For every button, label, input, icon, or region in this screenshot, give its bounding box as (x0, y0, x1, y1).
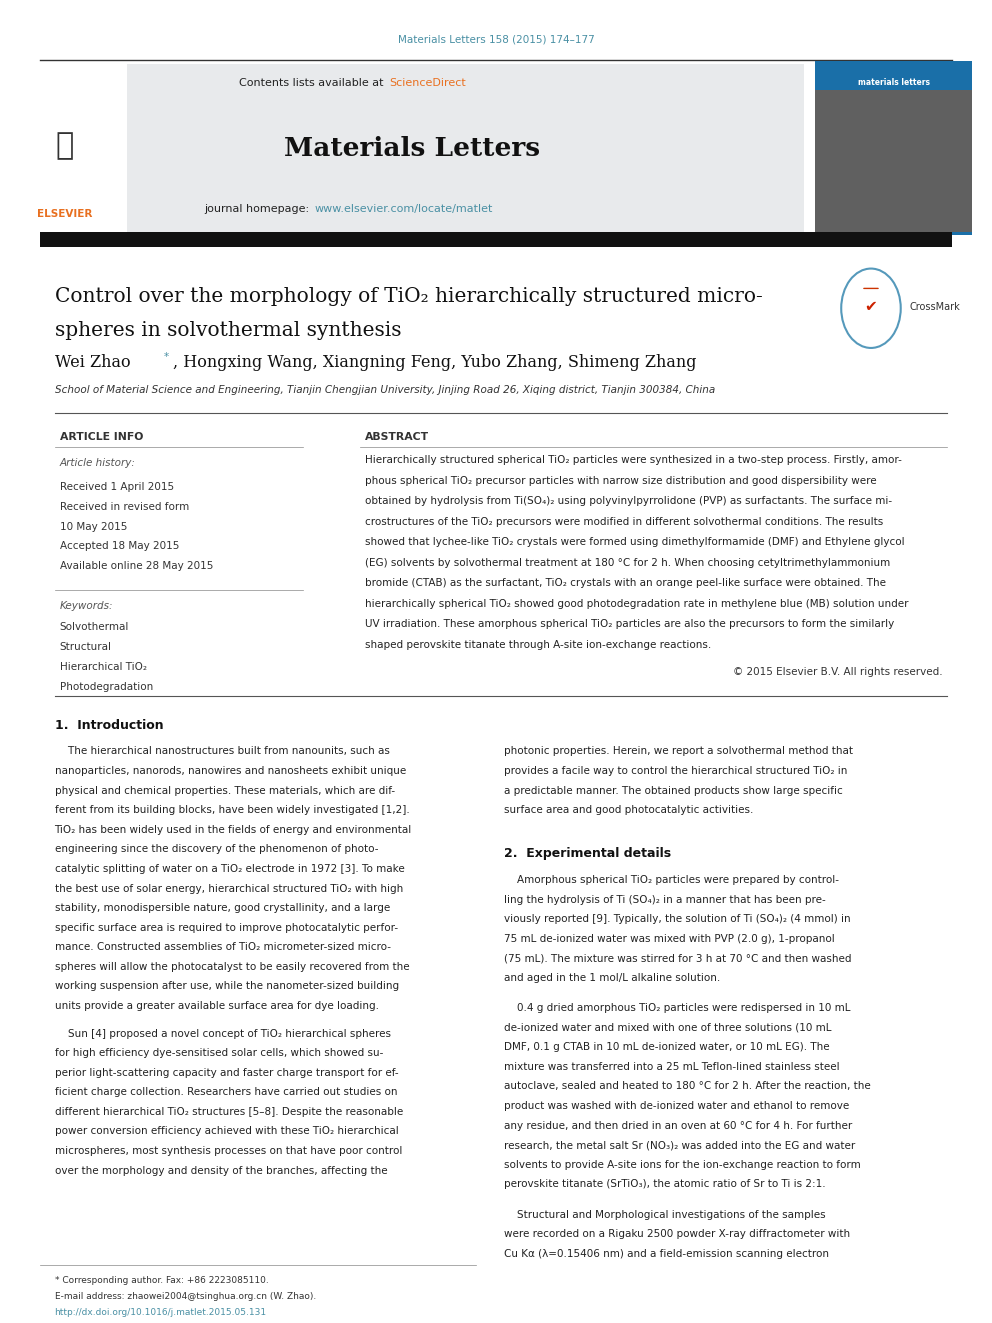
Text: Sun [4] proposed a novel concept of TiO₂ hierarchical spheres: Sun [4] proposed a novel concept of TiO₂… (55, 1028, 391, 1039)
Text: Wei Zhao: Wei Zhao (55, 355, 130, 370)
Text: and aged in the 1 mol/L alkaline solution.: and aged in the 1 mol/L alkaline solutio… (504, 972, 720, 983)
Text: ARTICLE INFO: ARTICLE INFO (60, 431, 143, 442)
Text: catalytic splitting of water on a TiO₂ electrode in 1972 [3]. To make: catalytic splitting of water on a TiO₂ e… (55, 864, 405, 875)
Text: Cu Kα (λ=0.15406 nm) and a field-emission scanning electron: Cu Kα (λ=0.15406 nm) and a field-emissio… (504, 1249, 829, 1258)
Text: hierarchically spherical TiO₂ showed good photodegradation rate in methylene blu: hierarchically spherical TiO₂ showed goo… (365, 599, 909, 609)
Bar (815, 90, 972, 232)
Text: nanoparticles, nanorods, nanowires and nanosheets exhibit unique: nanoparticles, nanorods, nanowires and n… (55, 766, 406, 777)
Text: DMF, 0.1 g CTAB in 10 mL de-ionized water, or 10 mL EG). The: DMF, 0.1 g CTAB in 10 mL de-ionized wate… (504, 1043, 829, 1052)
Text: Materials Letters 158 (2015) 174–177: Materials Letters 158 (2015) 174–177 (398, 34, 594, 45)
Text: CrossMark: CrossMark (910, 302, 960, 312)
Text: autoclave, sealed and heated to 180 °C for 2 h. After the reaction, the: autoclave, sealed and heated to 180 °C f… (504, 1081, 871, 1091)
Text: Article history:: Article history: (60, 458, 135, 468)
Text: product was washed with de-ionized water and ethanol to remove: product was washed with de-ionized water… (504, 1101, 849, 1111)
Text: ScienceDirect: ScienceDirect (389, 78, 465, 89)
Text: Hierarchically structured spherical TiO₂ particles were synthesized in a two-ste: Hierarchically structured spherical TiO₂… (365, 455, 902, 466)
Text: The hierarchical nanostructures built from nanounits, such as: The hierarchical nanostructures built fr… (55, 746, 390, 757)
Text: power conversion efficiency achieved with these TiO₂ hierarchical: power conversion efficiency achieved wit… (55, 1126, 399, 1136)
Text: physical and chemical properties. These materials, which are dif-: physical and chemical properties. These … (55, 786, 395, 795)
Text: for high efficiency dye-sensitised solar cells, which showed su-: for high efficiency dye-sensitised solar… (55, 1048, 383, 1058)
Text: Available online 28 May 2015: Available online 28 May 2015 (60, 561, 213, 572)
Text: Control over the morphology of TiO₂ hierarchically structured micro-: Control over the morphology of TiO₂ hier… (55, 287, 762, 306)
Text: bromide (CTAB) as the surfactant, TiO₂ crystals with an orange peel-like surface: bromide (CTAB) as the surfactant, TiO₂ c… (365, 578, 886, 589)
Text: photonic properties. Herein, we report a solvothermal method that: photonic properties. Herein, we report a… (504, 746, 853, 757)
Text: obtained by hydrolysis from Ti(SO₄)₂ using polyvinylpyrrolidone (PVP) as surfact: obtained by hydrolysis from Ti(SO₄)₂ usi… (365, 496, 892, 507)
Text: 2.  Experimental details: 2. Experimental details (504, 847, 671, 860)
Text: journal homepage:: journal homepage: (203, 204, 312, 214)
Text: specific surface area is required to improve photocatalytic perfor-: specific surface area is required to imp… (55, 922, 398, 933)
Text: ferent from its building blocks, have been widely investigated [1,2].: ferent from its building blocks, have be… (55, 806, 410, 815)
Text: phous spherical TiO₂ precursor particles with narrow size distribution and good : phous spherical TiO₂ precursor particles… (365, 476, 877, 486)
Text: showed that lychee-like TiO₂ crystals were formed using dimethylformamide (DMF) : showed that lychee-like TiO₂ crystals we… (365, 537, 905, 548)
Text: units provide a greater available surface area for dye loading.: units provide a greater available surfac… (55, 1002, 379, 1011)
Text: 0.4 g dried amorphous TiO₂ particles were redispersed in 10 mL: 0.4 g dried amorphous TiO₂ particles wer… (504, 1003, 850, 1013)
Text: microspheres, most synthesis processes on that have poor control: microspheres, most synthesis processes o… (55, 1146, 402, 1156)
Text: materials letters: materials letters (858, 78, 930, 86)
Text: 1.  Introduction: 1. Introduction (55, 718, 164, 732)
Text: http://dx.doi.org/10.1016/j.matlet.2015.05.131: http://dx.doi.org/10.1016/j.matlet.2015.… (55, 1308, 267, 1316)
Text: engineering since the discovery of the phenomenon of photo-: engineering since the discovery of the p… (55, 844, 378, 855)
Text: Hierarchical TiO₂: Hierarchical TiO₂ (60, 662, 147, 672)
Text: Keywords:: Keywords: (60, 601, 113, 611)
Text: ling the hydrolysis of Ti (SO₄)₂ in a manner that has been pre-: ling the hydrolysis of Ti (SO₄)₂ in a ma… (504, 894, 825, 905)
Text: the best use of solar energy, hierarchical structured TiO₂ with high: the best use of solar energy, hierarchic… (55, 884, 403, 893)
Bar (40, 64, 804, 235)
Text: ✔: ✔ (865, 299, 877, 315)
Text: © 2015 Elsevier B.V. All rights reserved.: © 2015 Elsevier B.V. All rights reserved… (733, 667, 942, 677)
Circle shape (841, 269, 901, 348)
Text: surface area and good photocatalytic activities.: surface area and good photocatalytic act… (504, 806, 753, 815)
Text: Photodegradation: Photodegradation (60, 681, 153, 692)
Text: were recorded on a Rigaku 2500 powder X-ray diffractometer with: were recorded on a Rigaku 2500 powder X-… (504, 1229, 850, 1240)
Text: *: * (164, 352, 169, 363)
Text: different hierarchical TiO₂ structures [5–8]. Despite the reasonable: different hierarchical TiO₂ structures [… (55, 1107, 403, 1117)
Text: 🌳: 🌳 (56, 131, 73, 160)
Text: mance. Constructed assemblies of TiO₂ micrometer-sized micro-: mance. Constructed assemblies of TiO₂ mi… (55, 942, 391, 953)
Text: mixture was transferred into a 25 mL Teflon-lined stainless steel: mixture was transferred into a 25 mL Tef… (504, 1062, 839, 1072)
Text: solvents to provide A-site ions for the ion-exchange reaction to form: solvents to provide A-site ions for the … (504, 1160, 861, 1170)
Text: Structural and Morphological investigations of the samples: Structural and Morphological investigati… (504, 1209, 825, 1220)
Text: provides a facile way to control the hierarchical structured TiO₂ in: provides a facile way to control the hie… (504, 766, 847, 777)
Text: , Hongxing Wang, Xiangning Feng, Yubo Zhang, Shimeng Zhang: , Hongxing Wang, Xiangning Feng, Yubo Zh… (173, 355, 696, 370)
Text: Accepted 18 May 2015: Accepted 18 May 2015 (60, 541, 179, 552)
Text: (75 mL). The mixture was stirred for 3 h at 70 °C and then washed: (75 mL). The mixture was stirred for 3 h… (504, 954, 851, 963)
Text: shaped perovskite titanate through A-site ion-exchange reactions.: shaped perovskite titanate through A-sit… (365, 640, 711, 650)
Text: ABSTRACT: ABSTRACT (365, 431, 430, 442)
Text: ficient charge collection. Researchers have carried out studies on: ficient charge collection. Researchers h… (55, 1088, 397, 1097)
Bar (815, 61, 972, 235)
Text: spheres will allow the photocatalyst to be easily recovered from the: spheres will allow the photocatalyst to … (55, 962, 409, 972)
Text: spheres in solvothermal synthesis: spheres in solvothermal synthesis (55, 321, 401, 340)
Text: E-mail address: zhaowei2004@tsinghua.org.cn (W. Zhao).: E-mail address: zhaowei2004@tsinghua.org… (55, 1293, 315, 1301)
Text: (EG) solvents by solvothermal treatment at 180 °C for 2 h. When choosing cetyltr: (EG) solvents by solvothermal treatment … (365, 558, 890, 568)
Text: * Corresponding author. Fax: +86 2223085110.: * Corresponding author. Fax: +86 2223085… (55, 1277, 268, 1285)
Text: over the morphology and density of the branches, affecting the: over the morphology and density of the b… (55, 1166, 387, 1176)
Bar (815, 64, 972, 90)
Text: 10 May 2015: 10 May 2015 (60, 521, 127, 532)
Text: perior light-scattering capacity and faster charge transport for ef-: perior light-scattering capacity and fas… (55, 1068, 398, 1078)
Text: Received in revised form: Received in revised form (60, 501, 188, 512)
Text: crostructures of the TiO₂ precursors were modified in different solvothermal con: crostructures of the TiO₂ precursors wer… (365, 517, 883, 527)
Text: working suspension after use, while the nanometer-sized building: working suspension after use, while the … (55, 982, 399, 991)
Text: UV irradiation. These amorphous spherical TiO₂ particles are also the precursors: UV irradiation. These amorphous spherica… (365, 619, 895, 630)
Text: perovskite titanate (SrTiO₃), the atomic ratio of Sr to Ti is 2:1.: perovskite titanate (SrTiO₃), the atomic… (504, 1179, 825, 1189)
Text: Contents lists available at: Contents lists available at (239, 78, 387, 89)
Text: a predictable manner. The obtained products show large specific: a predictable manner. The obtained produ… (504, 786, 842, 795)
Text: www.elsevier.com/locate/matlet: www.elsevier.com/locate/matlet (314, 204, 493, 214)
Text: research, the metal salt Sr (NO₃)₂ was added into the EG and water: research, the metal salt Sr (NO₃)₂ was a… (504, 1140, 855, 1150)
Text: Solvothermal: Solvothermal (60, 622, 129, 632)
Text: School of Material Science and Engineering, Tianjin Chengjian University, Jinjin: School of Material Science and Engineeri… (55, 385, 715, 396)
Text: 75 mL de-ionized water was mixed with PVP (2.0 g), 1-propanol: 75 mL de-ionized water was mixed with PV… (504, 934, 834, 943)
Text: ELSEVIER: ELSEVIER (37, 209, 92, 220)
Text: de-ionized water and mixed with one of three solutions (10 mL: de-ionized water and mixed with one of t… (504, 1023, 831, 1033)
Text: viously reported [9]. Typically, the solution of Ti (SO₄)₂ (4 mmol) in: viously reported [9]. Typically, the sol… (504, 914, 850, 925)
Text: stability, monodispersible nature, good crystallinity, and a large: stability, monodispersible nature, good … (55, 904, 390, 913)
Text: Structural: Structural (60, 642, 111, 652)
Text: Amorphous spherical TiO₂ particles were prepared by control-: Amorphous spherical TiO₂ particles were … (504, 875, 839, 885)
Text: Materials Letters: Materials Letters (284, 136, 540, 160)
Bar (8, 64, 127, 235)
Text: any residue, and then dried in an oven at 60 °C for 4 h. For further: any residue, and then dried in an oven a… (504, 1121, 852, 1131)
Text: TiO₂ has been widely used in the fields of energy and environmental: TiO₂ has been widely used in the fields … (55, 824, 412, 835)
Text: Received 1 April 2015: Received 1 April 2015 (60, 482, 174, 492)
Bar (40, 232, 952, 247)
